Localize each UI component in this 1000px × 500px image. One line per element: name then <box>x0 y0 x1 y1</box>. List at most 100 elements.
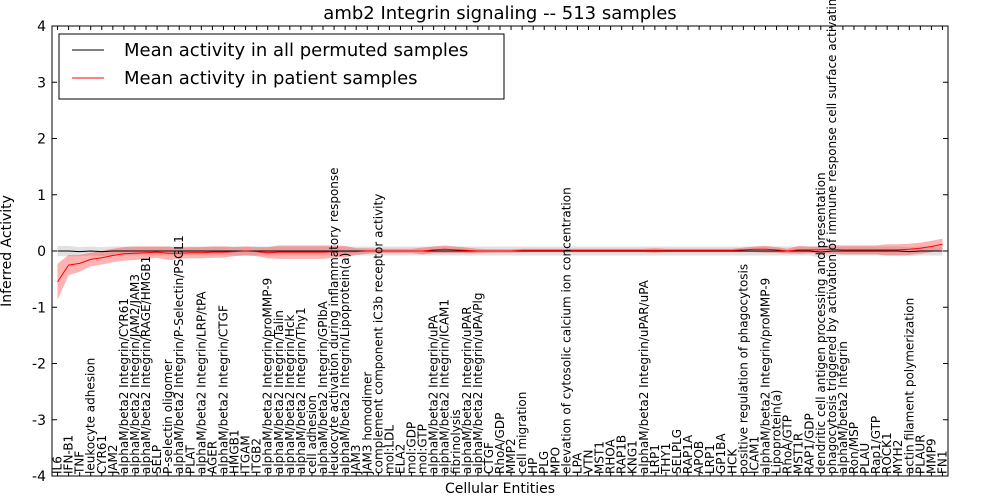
legend-label: Mean activity in patient samples <box>124 68 418 89</box>
x-tick-label: JAM3 <box>349 444 363 475</box>
x-tick-label: SELP <box>150 445 164 474</box>
y-tick-label: -1 <box>32 300 46 316</box>
x-tick-label: cell migration <box>515 392 529 474</box>
x-tick-label: LRP1 <box>648 444 662 474</box>
x-tick-label: MYH2 <box>891 440 905 474</box>
x-tick-label: phagocytosis triggered by activation of … <box>825 0 839 474</box>
x-tick-label: LPA <box>570 452 584 474</box>
x-tick-label: Lipoprotein(a) <box>770 390 784 474</box>
band-series-1 <box>57 245 943 258</box>
x-tick-label: RAP1B <box>615 435 629 474</box>
x-tick-label: positive regulation of phagocytosis <box>736 264 750 474</box>
x-tick-label: complement component iC3b receptor activ… <box>371 194 385 474</box>
x-tick-label: Ron/MSP <box>847 422 861 474</box>
x-tick-label: alphaM/beta2 Integrin/proMMP-9 <box>759 278 773 474</box>
x-tick-label: GP1BA <box>714 433 728 474</box>
y-tick-label: 1 <box>37 188 46 204</box>
x-tick-label: PLAT <box>183 445 197 474</box>
x-tick-label: leukocyte adhesion <box>84 358 98 474</box>
x-tick-label: MPO <box>548 447 562 474</box>
band-series-2 <box>57 238 943 300</box>
x-tick-label: MMP2 <box>504 438 518 474</box>
x-tick-label: MST1R <box>792 433 806 474</box>
x-tick-label: KNG1 <box>626 440 640 474</box>
y-tick-label: 3 <box>37 75 46 91</box>
x-tick-label: elevation of cytosolic calcium ion conce… <box>559 187 573 474</box>
legend: Mean activity in all permuted samples Mea… <box>58 33 505 100</box>
x-tick-label: alphaM/beta2 Integrin/Talin <box>272 310 286 474</box>
x-tick-label: actin filament polymerization <box>902 298 916 474</box>
x-tick-label: alphaM/beta2 Integrin/ICAM1 <box>438 299 452 474</box>
x-tick-label: RAP1/GDP <box>803 413 817 474</box>
x-tick-label: ICAM1 <box>747 436 761 474</box>
chart-title: amb2 Integrin signaling -- 513 samples <box>323 3 676 24</box>
x-tick-label: alphaM/beta2 Integrin/proMMP-9 <box>261 278 275 474</box>
x-tick-label: SELPLG <box>670 429 684 474</box>
x-tick-label: ITGAM <box>239 435 253 474</box>
x-tick-label: alphaM/beta2 Integrin/RAGE/HMGB1 <box>139 256 153 474</box>
x-tick-label: RhoA/GDP <box>493 413 507 474</box>
x-tick-label: RhoA/GTP <box>781 415 795 474</box>
line-series-2 <box>57 243 943 283</box>
x-tick-label: alphaM/beta2 Integrin/GPIbA <box>316 300 330 474</box>
x-tick-label: IFN-B1 <box>62 435 76 474</box>
x-tick-label: JAM2 <box>106 444 120 475</box>
legend-box <box>58 33 505 100</box>
y-axis-ticks: -4 -3 -2 -1 0 1 2 3 4 <box>32 19 948 485</box>
x-tick-label: fibrinolysis <box>449 409 463 474</box>
x-tick-label: P-selectin oligomer <box>161 359 175 474</box>
x-tick-label: mol:GTP <box>416 424 430 474</box>
x-tick-label: dendritic cell antigen processing and pr… <box>814 172 828 474</box>
y-tick-label: 2 <box>37 132 46 148</box>
x-tick-label: mol:LDL <box>382 425 396 474</box>
x-tick-label: mol:GDP <box>405 422 419 474</box>
y-tick-label: -4 <box>32 469 46 485</box>
x-tick-label: alphaM/beta2 Integrin/LRP/tPA <box>194 291 208 474</box>
x-tick-label: alphaM/beta2 Integrin/uPA/Plg <box>471 293 485 474</box>
x-tick-label: alphaM/beta2 Integrin/uPAR/uPA <box>637 279 651 474</box>
x-tick-label: alphaM/beta2 Integrin <box>836 341 850 474</box>
y-tick-label: 4 <box>37 19 46 35</box>
x-tick-label: APOB <box>692 441 706 474</box>
x-tick-label: HCK <box>725 448 739 474</box>
x-tick-label: alphaM/beta2 Integrin/P-Selectin/PSGL1 <box>172 235 186 474</box>
x-tick-label: CTGF <box>482 442 496 474</box>
x-tick-label: FN1 <box>936 450 950 474</box>
x-tick-label: RAP1A <box>681 434 695 474</box>
y-tick-label: -2 <box>32 357 46 373</box>
x-tick-label: TNF <box>73 451 87 475</box>
x-tick-label: HMGB1 <box>228 429 242 474</box>
x-tick-label: CYR61 <box>95 435 109 474</box>
confidence-bands <box>57 238 943 300</box>
x-tick-label: cell adhesion <box>305 395 319 474</box>
x-tick-label: Rap1/GTP <box>869 416 883 474</box>
x-tick-label: MST1 <box>593 441 607 474</box>
x-tick-label: MMP9 <box>924 438 938 474</box>
y-tick-label: 0 <box>37 244 46 260</box>
x-tick-label: LRP1 <box>703 444 717 474</box>
x-tick-label: THY1 <box>659 443 673 475</box>
x-tick-label: PLAUR <box>913 434 927 474</box>
x-tick-label: alphaM/beta2 Integrin/JAM2/JAM3 <box>128 274 142 474</box>
x-tick-label: HP <box>526 458 540 474</box>
series-lines <box>57 243 943 283</box>
y-tick-label: -3 <box>32 413 46 429</box>
x-tick-label: alphaM/beta2 Integrin/uPA <box>427 314 441 474</box>
x-tick-label: alphaM/beta2 Integrin/uPAR <box>460 306 474 474</box>
x-tick-label: IL6 <box>51 456 65 474</box>
x-tick-label: ITGB2 <box>250 438 264 474</box>
x-tick-label: alphaM/beta2 Integrin/Lipoprotein(a) <box>338 253 352 474</box>
x-tick-label: RHOA <box>604 438 618 474</box>
x-tick-label: PLAU <box>858 443 872 474</box>
x-tick-label: alphaM/beta2 Integrin/CTGF <box>217 305 231 474</box>
x-tick-label: ROCK1 <box>880 432 894 474</box>
x-tick-label: alphaM/beta2 Integrin/Thy1 <box>294 307 308 474</box>
x-tick-label: alphaM/beta2 Integrin/CYR61 <box>117 298 131 474</box>
x-tick-label: VTN <box>582 449 596 474</box>
x-tick-label: leukocyte activation during inflammatory… <box>327 167 341 474</box>
legend-label: Mean activity in all permuted samples <box>124 40 468 61</box>
x-tick-label: JAM3 homodimer <box>360 372 374 475</box>
y-axis-label: Inferred Activity <box>0 195 15 307</box>
